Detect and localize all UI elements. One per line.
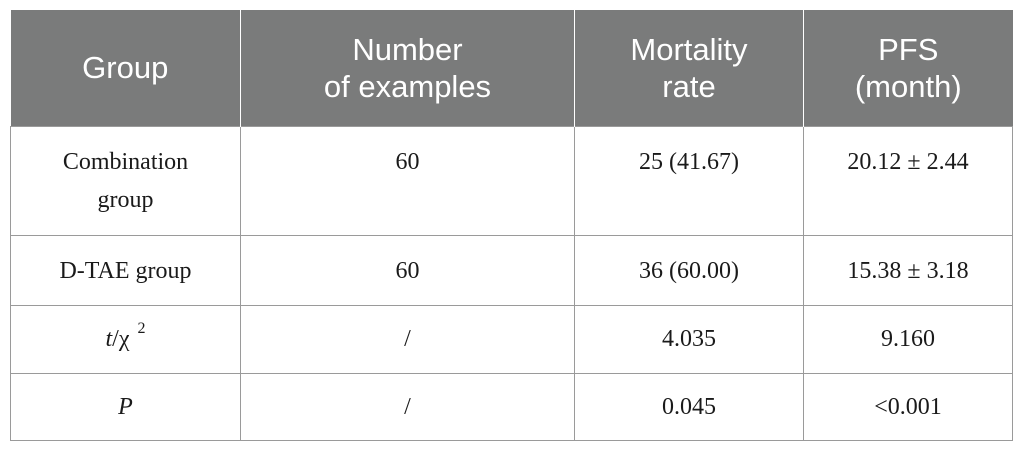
table-body: Combination group 60 25 (41.67) 20.12 ± … [10,125,1013,441]
group-label-line2: group [97,186,154,213]
cell-mortality: 0.045 [574,372,804,441]
cell-group: D-TAE group [10,234,241,306]
stat-p-symbol: P [118,393,133,420]
stat-chi-symbol: /χ [112,325,130,352]
cell-number: 60 [240,234,575,306]
results-table: Group Number of examples Mortality rate … [10,10,1013,441]
header-number-of-examples: Number of examples [240,10,575,126]
header-group-label: Group [82,50,169,86]
group-label-line1: Combination [62,148,189,175]
table-header: Group Number of examples Mortality rate … [10,10,1013,126]
results-table-container: Group Number of examples Mortality rate … [10,10,1013,441]
header-number-line1: Number [352,31,463,67]
stat-chi-superscript: 2 [137,319,146,337]
stat-t-symbol: t [105,325,113,352]
header-pfs-line2: (month) [854,68,962,104]
cell-number: / [240,372,575,441]
table-row: Combination group 60 25 (41.67) 20.12 ± … [10,125,1013,236]
table-row: D-TAE group 60 36 (60.00) 15.38 ± 3.18 [10,234,1013,306]
cell-pfs: 20.12 ± 2.44 [803,125,1013,236]
cell-number: / [240,304,575,374]
header-pfs: PFS (month) [803,10,1013,126]
header-group: Group [10,10,241,126]
cell-mortality: 4.035 [574,304,804,374]
cell-number: 60 [240,125,575,236]
cell-pfs: 15.38 ± 3.18 [803,234,1013,306]
cell-pfs: 9.160 [803,304,1013,374]
cell-group: P [10,372,241,441]
table-row: t/χ 2 / 4.035 9.160 [10,304,1013,374]
header-number-line2: of examples [323,68,492,104]
header-pfs-line1: PFS [878,31,939,67]
table-row: P / 0.045 <0.001 [10,372,1013,441]
cell-group: Combination group [10,125,241,236]
cell-group: t/χ 2 [10,304,241,374]
cell-mortality: 36 (60.00) [574,234,804,306]
header-row: Group Number of examples Mortality rate … [10,10,1013,126]
header-mortality-line1: Mortality [630,31,748,67]
header-mortality-line2: rate [662,68,716,104]
cell-pfs: <0.001 [803,372,1013,441]
cell-mortality: 25 (41.67) [574,125,804,236]
header-mortality-rate: Mortality rate [574,10,804,126]
